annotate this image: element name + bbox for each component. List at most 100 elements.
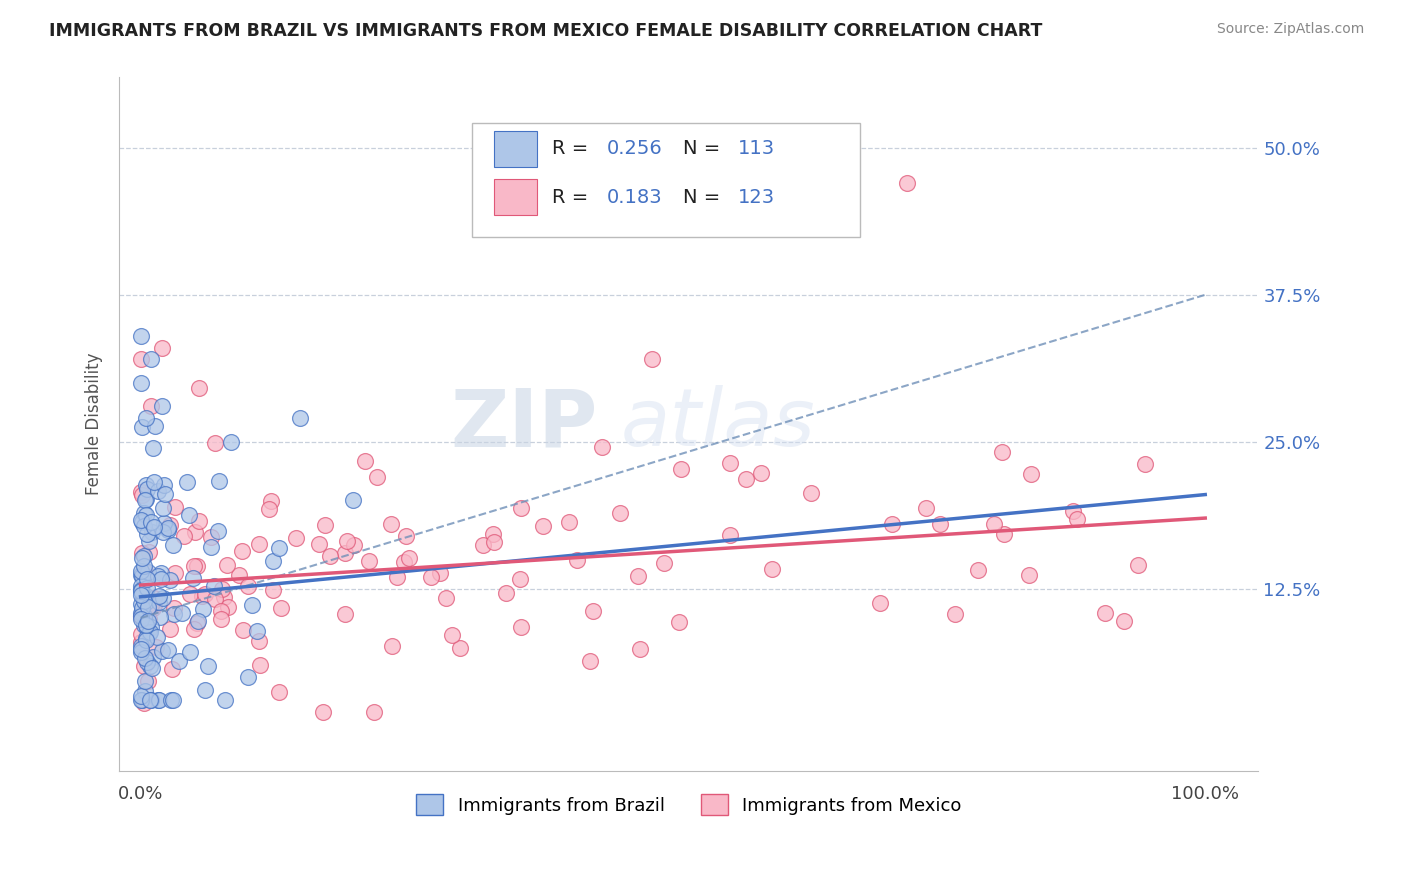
- Point: [441, 628, 464, 642]
- Point: [129, 564, 152, 578]
- Point: [135, 621, 157, 635]
- Point: [482, 527, 505, 541]
- Point: [157, 642, 180, 657]
- Point: [135, 477, 157, 491]
- Point: [138, 625, 160, 640]
- Point: [132, 549, 155, 564]
- Text: IMMIGRANTS FROM BRAZIL VS IMMIGRANTS FROM MEXICO FEMALE DISABILITY CORRELATION C: IMMIGRANTS FROM BRAZIL VS IMMIGRANTS FRO…: [49, 22, 1043, 40]
- Point: [991, 445, 1014, 459]
- Point: [565, 552, 588, 566]
- Point: [204, 436, 226, 450]
- Point: [236, 579, 259, 593]
- Point: [129, 352, 152, 367]
- Y-axis label: Female Disability: Female Disability: [86, 353, 103, 495]
- Point: [131, 693, 153, 707]
- Point: [188, 380, 211, 394]
- Point: [880, 516, 903, 531]
- Point: [718, 528, 741, 542]
- Point: [668, 615, 690, 629]
- FancyBboxPatch shape: [494, 179, 537, 215]
- Point: [308, 537, 330, 551]
- Point: [761, 561, 783, 575]
- Point: [163, 500, 186, 515]
- Point: [129, 693, 152, 707]
- Point: [967, 564, 990, 578]
- Point: [129, 597, 152, 611]
- Point: [214, 693, 236, 707]
- FancyBboxPatch shape: [494, 131, 537, 167]
- Point: [131, 488, 153, 502]
- Point: [240, 598, 263, 612]
- Point: [363, 705, 385, 719]
- Point: [209, 604, 232, 618]
- Point: [148, 568, 170, 582]
- Point: [434, 591, 457, 605]
- Point: [138, 565, 160, 579]
- Point: [246, 624, 269, 639]
- Point: [131, 551, 153, 566]
- Point: [162, 693, 184, 707]
- Point: [380, 517, 402, 532]
- Point: [172, 607, 194, 621]
- Point: [135, 582, 157, 596]
- Point: [148, 693, 170, 707]
- Point: [471, 538, 494, 552]
- Text: N =: N =: [683, 139, 727, 158]
- Point: [131, 546, 153, 560]
- Point: [191, 589, 214, 603]
- Point: [928, 517, 950, 532]
- Point: [284, 531, 307, 545]
- Point: [136, 614, 159, 628]
- Point: [354, 454, 377, 468]
- Point: [194, 587, 217, 601]
- Point: [131, 420, 153, 434]
- Point: [380, 639, 402, 653]
- Text: 123: 123: [738, 187, 775, 207]
- Point: [167, 654, 190, 668]
- Point: [591, 440, 613, 454]
- Point: [131, 588, 153, 602]
- Point: [173, 529, 195, 543]
- Point: [262, 583, 284, 598]
- Point: [143, 475, 166, 489]
- Point: [669, 462, 692, 476]
- Point: [141, 661, 163, 675]
- Point: [194, 683, 217, 698]
- Point: [217, 600, 239, 615]
- Point: [139, 515, 162, 529]
- Point: [131, 600, 153, 615]
- Point: [202, 579, 225, 593]
- Point: [232, 623, 254, 637]
- Point: [156, 521, 179, 535]
- Point: [186, 615, 208, 630]
- Point: [143, 418, 166, 433]
- Point: [319, 549, 342, 563]
- Point: [1018, 568, 1040, 582]
- Point: [135, 527, 157, 541]
- Point: [129, 329, 152, 343]
- Point: [138, 545, 160, 559]
- Point: [139, 693, 162, 707]
- Point: [394, 555, 416, 569]
- Point: [176, 475, 198, 489]
- Text: 0.256: 0.256: [607, 139, 662, 158]
- Point: [366, 469, 388, 483]
- Point: [510, 620, 533, 634]
- Point: [179, 508, 201, 523]
- Point: [627, 569, 650, 583]
- Point: [183, 559, 205, 574]
- Point: [129, 588, 152, 602]
- Point: [200, 541, 222, 555]
- Text: ZIP: ZIP: [450, 385, 598, 463]
- Point: [152, 478, 174, 492]
- Point: [204, 592, 226, 607]
- Point: [150, 341, 173, 355]
- Point: [1066, 512, 1088, 526]
- Point: [162, 539, 184, 553]
- Point: [163, 607, 186, 621]
- Legend: Immigrants from Brazil, Immigrants from Mexico: Immigrants from Brazil, Immigrants from …: [408, 785, 970, 824]
- Point: [609, 506, 631, 520]
- Point: [139, 598, 162, 612]
- Point: [129, 609, 152, 624]
- Point: [200, 530, 222, 544]
